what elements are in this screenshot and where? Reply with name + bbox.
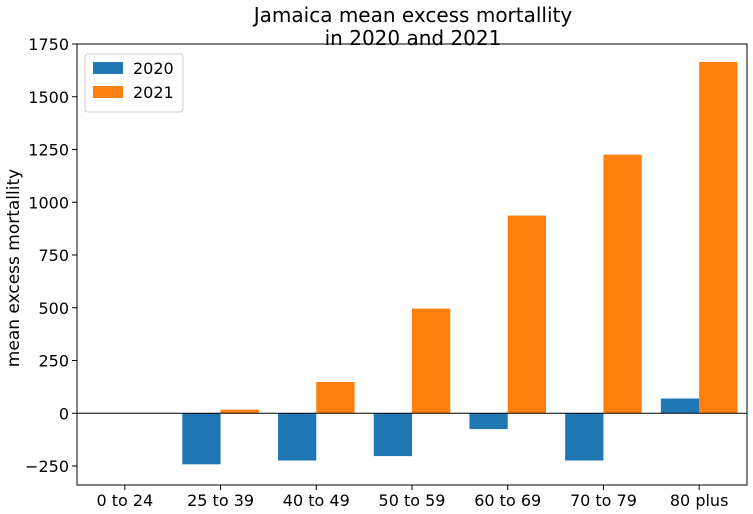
x-tick-label: 25 to 39 — [187, 491, 254, 510]
chart-title-line-1: Jamaica mean excess mortallity — [252, 3, 573, 27]
plot-area: −250 0 250 500 750 1000 1250 1500 1750 0 to 24 25 … — [25, 35, 748, 510]
legend: 2020 2021 — [84, 53, 184, 113]
legend-label-2020: 2020 — [133, 59, 174, 78]
y-axis-label: mean excess mortallity — [4, 169, 24, 367]
y-tick-label: 250 — [38, 352, 69, 371]
bar-2021-40-to-49 — [316, 382, 355, 414]
y-tick-label: 1500 — [28, 88, 69, 107]
x-tick-label: 50 to 59 — [379, 491, 446, 510]
x-tick-label: 70 to 79 — [570, 491, 637, 510]
bar-2020-70-to-79 — [565, 413, 604, 461]
bar-2021-70-to-79 — [603, 154, 642, 414]
x-tick-label: 60 to 69 — [474, 491, 541, 510]
legend-swatch-2021 — [93, 86, 123, 98]
bar-2020-50-to-59 — [373, 413, 412, 457]
y-tick-label: −250 — [25, 457, 69, 476]
bar-2021-25-to-39 — [220, 409, 259, 414]
y-tick-label: 500 — [38, 299, 69, 318]
y-tick-label: 1750 — [28, 35, 69, 54]
x-tick-label: 80 plus — [670, 491, 729, 510]
bar-2021-80-plus — [699, 61, 738, 414]
bar-2020-25-to-39 — [182, 413, 221, 465]
bar-2021-60-to-69 — [507, 215, 546, 414]
bar-2020-80-plus — [660, 398, 700, 414]
bar-2020-60-to-69 — [469, 413, 508, 430]
x-tick-label: 40 to 49 — [283, 491, 350, 510]
y-tick-label: 1250 — [28, 141, 69, 160]
bar-2020-40-to-49 — [278, 413, 317, 461]
y-tick-label: 1000 — [28, 193, 69, 212]
bar-2021-50-to-59 — [412, 308, 451, 414]
y-tick-label: 0 — [59, 404, 69, 423]
legend-label-2021: 2021 — [133, 83, 174, 102]
x-tick-label: 0 to 24 — [96, 491, 153, 510]
legend-swatch-2020 — [93, 62, 123, 74]
y-tick-label: 750 — [38, 246, 69, 265]
chart-title-line-2: in 2020 and 2021 — [325, 26, 502, 50]
